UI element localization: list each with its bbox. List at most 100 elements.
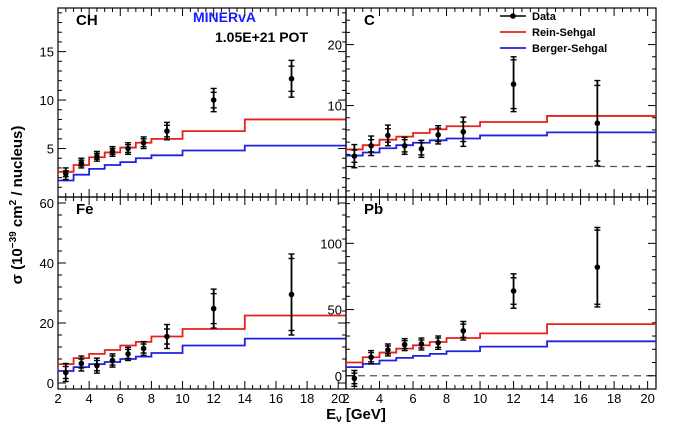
data-marker — [94, 362, 100, 369]
legend: Data Rein-Sehgal Berger-Sehgal — [500, 11, 607, 55]
data-marker — [510, 81, 517, 88]
data-point — [368, 349, 375, 365]
panel-c: C 10 20 — [328, 7, 657, 198]
data-marker — [460, 327, 467, 334]
data-point — [418, 337, 425, 351]
x-tick-label: 2 — [342, 391, 349, 406]
plot-frame — [57, 196, 347, 390]
x-tick-label: 12 — [206, 391, 220, 406]
panel-ch: CH 5 10 15 — [40, 7, 347, 198]
y-tick-label: 0 — [47, 376, 54, 391]
data-point — [510, 56, 517, 113]
x-tick-label: 16 — [573, 391, 587, 406]
x-tick-label: 12 — [506, 391, 520, 406]
y-tick-label: 40 — [40, 256, 54, 271]
data-point — [93, 357, 100, 374]
panel-title: Pb — [364, 201, 383, 218]
pot-label: 1.05E+21 POT — [215, 29, 308, 45]
data-point — [93, 150, 100, 162]
data-marker — [418, 146, 425, 152]
data-point — [401, 136, 408, 156]
series-line-berger-sehgal — [58, 144, 346, 182]
x-tick-label: 10 — [175, 391, 189, 406]
data-marker — [594, 120, 601, 127]
x-tick-label: 4 — [376, 391, 383, 406]
y-tick-label: 60 — [40, 196, 54, 211]
series-line-rein-sehgal — [58, 314, 346, 365]
data-point — [288, 253, 295, 336]
panel-pb: Pb 2 4 6 8 10 12 14 16 18 20 0 50 100 — [320, 196, 657, 406]
data-marker — [78, 360, 85, 367]
y-tick-label: 100 — [320, 236, 342, 251]
data-point — [435, 335, 442, 350]
data-marker — [62, 369, 69, 376]
legend-label: Data — [532, 11, 557, 23]
x-tick-label: 2 — [54, 391, 61, 406]
data-point — [78, 157, 85, 169]
plot-frame — [345, 196, 657, 390]
x-tick-label: 8 — [148, 391, 155, 406]
y-tick-label: 5 — [47, 142, 54, 157]
data-marker — [210, 97, 217, 103]
data-point — [384, 343, 391, 357]
x-tick-label: 20 — [331, 391, 345, 406]
legend-label: Rein-Sehgal — [532, 27, 596, 39]
data-point — [210, 288, 217, 329]
data-marker — [62, 170, 69, 177]
data-marker — [109, 357, 116, 364]
panel-title: CH — [76, 12, 98, 29]
data-marker — [125, 351, 131, 357]
y-tick-label: 50 — [328, 303, 342, 318]
series-line-rein-sehgal — [346, 115, 656, 151]
data-point — [435, 124, 442, 145]
data-marker — [351, 375, 358, 382]
plot-frame — [345, 7, 657, 198]
series-line-berger-sehgal — [346, 340, 656, 369]
x-tick-label: 8 — [443, 391, 450, 406]
y-tick-label: 20 — [328, 38, 342, 53]
data-point — [418, 139, 425, 159]
y-tick-label: 10 — [328, 99, 342, 114]
data-point — [62, 362, 69, 383]
data-marker — [164, 128, 170, 134]
data-marker — [385, 347, 391, 353]
data-marker — [351, 153, 358, 159]
data-marker — [78, 160, 85, 166]
data-marker — [125, 145, 131, 152]
data-marker — [510, 288, 517, 294]
x-tick-label: 16 — [269, 391, 283, 406]
x-tick-label: 4 — [86, 391, 93, 406]
data-marker — [594, 264, 601, 270]
data-marker — [368, 354, 374, 361]
data-point — [78, 355, 85, 372]
data-point — [384, 124, 391, 147]
data-point — [109, 145, 116, 157]
y-tick-label: 0 — [335, 369, 342, 384]
series-line-rein-sehgal — [346, 323, 656, 364]
data-marker — [140, 345, 147, 352]
data-point — [140, 340, 147, 357]
data-marker — [435, 132, 441, 138]
data-marker — [435, 339, 441, 346]
x-tick-label: 6 — [117, 391, 124, 406]
data-marker — [140, 139, 147, 146]
data-marker — [288, 75, 295, 82]
data-marker — [109, 148, 116, 155]
x-tick-label: 14 — [540, 391, 554, 406]
data-point — [125, 142, 132, 156]
data-point — [210, 87, 217, 113]
data-point — [62, 167, 69, 181]
x-tick-label: 20 — [640, 391, 654, 406]
x-tick-label: 10 — [473, 391, 487, 406]
y-tick-label: 20 — [40, 316, 54, 331]
experiment-label: MINERvA — [193, 9, 256, 25]
data-point — [351, 369, 358, 388]
y-tick-label: 10 — [40, 93, 54, 108]
legend-data-marker — [510, 13, 516, 19]
data-marker — [288, 291, 295, 298]
data-point — [125, 346, 132, 362]
x-tick-label: 18 — [607, 391, 621, 406]
data-marker — [460, 128, 467, 135]
data-marker — [401, 341, 408, 348]
